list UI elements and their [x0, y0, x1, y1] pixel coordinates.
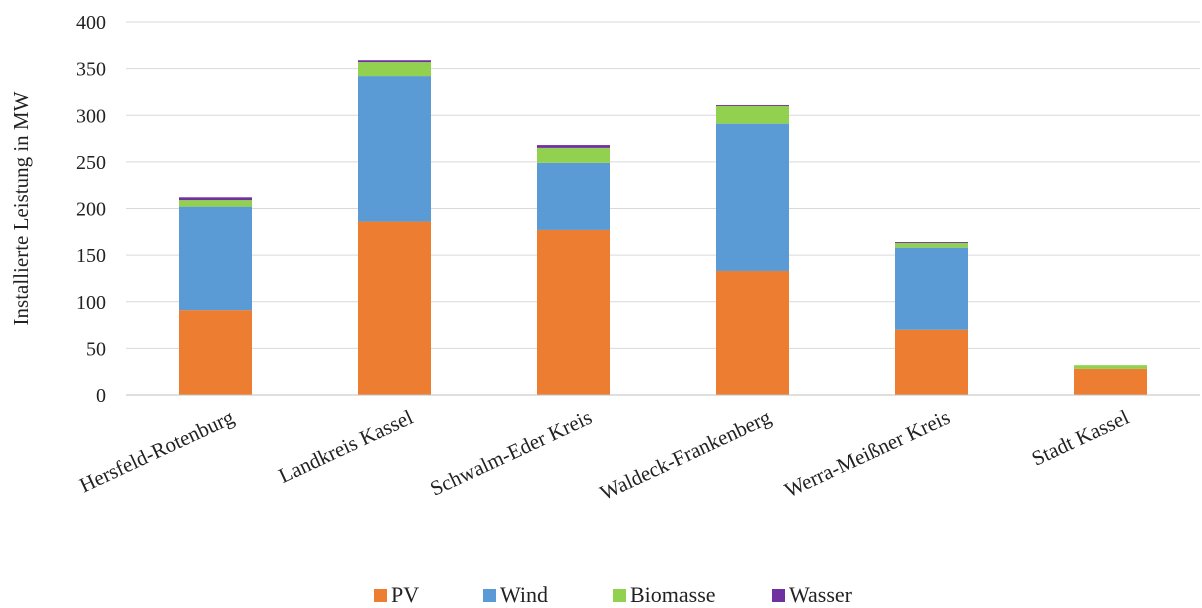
bar-segment-biomasse — [537, 147, 610, 163]
legend-swatch-wasser — [772, 589, 785, 602]
bar-segment-wind — [358, 76, 431, 222]
bar-segment-biomasse — [1074, 365, 1147, 369]
bar-segment-biomasse — [895, 243, 968, 248]
bar-segment-pv — [1074, 368, 1147, 395]
bar-segment-biomasse — [358, 62, 431, 77]
bar-segment-wasser — [179, 197, 252, 201]
x-category-label: Landkreis Kassel — [275, 405, 417, 488]
x-category-label: Hersfeld-Rotenburg — [76, 405, 238, 498]
bar-segment-pv — [537, 229, 610, 395]
bars — [179, 60, 1147, 395]
y-axis-title: Installierte Leistung in MW — [9, 91, 33, 325]
legend-label-wind: Wind — [500, 582, 548, 607]
x-category-label: Schwalm-Eder Kreis — [426, 405, 595, 501]
gridlines — [126, 21, 1200, 349]
legend-swatch-wind — [483, 589, 496, 602]
bar-segment-biomasse — [179, 200, 252, 207]
y-tick-label: 0 — [96, 385, 106, 407]
bar-segment-wasser — [358, 60, 431, 63]
legend-swatch-biomasse — [613, 589, 626, 602]
x-category-label: Stadt Kassel — [1028, 405, 1133, 471]
bar-segment-pv — [895, 329, 968, 395]
legend-swatch-pv — [374, 589, 387, 602]
y-axis-ticks: 0 50 100 150 200 250 300 350 400 — [76, 12, 106, 407]
bar-segment-wind — [537, 162, 610, 230]
bar-segment-biomasse — [716, 105, 789, 124]
legend-label-pv: PV — [391, 582, 419, 607]
x-category-label: Waldeck-Frankenberg — [596, 405, 775, 505]
y-tick-label: 400 — [76, 12, 106, 34]
bar-segment-wasser — [716, 104, 789, 106]
bar-segment-wind — [895, 247, 968, 330]
legend: PV Wind Biomasse Wasser — [374, 582, 853, 607]
bar-segment-pv — [358, 221, 431, 395]
bar-segment-wind — [716, 123, 789, 271]
x-axis-labels: Hersfeld-Rotenburg Landkreis Kassel Schwal… — [76, 405, 1133, 505]
y-tick-label: 200 — [76, 199, 106, 221]
bar-segment-wind — [179, 206, 252, 311]
y-tick-label: 50 — [86, 338, 106, 360]
y-tick-label: 300 — [76, 105, 106, 127]
x-category-label: Werra-Meißner Kreis — [781, 405, 954, 503]
y-tick-label: 250 — [76, 152, 106, 174]
legend-label-wasser: Wasser — [789, 582, 853, 607]
bar-segment-wasser — [895, 242, 968, 244]
bar-segment-wasser — [537, 145, 610, 148]
y-tick-label: 150 — [76, 245, 106, 267]
bar-segment-pv — [716, 270, 789, 395]
bar-segment-pv — [179, 310, 252, 395]
y-tick-label: 350 — [76, 59, 106, 81]
y-tick-label: 100 — [76, 292, 106, 314]
legend-label-biomasse: Biomasse — [630, 582, 716, 607]
